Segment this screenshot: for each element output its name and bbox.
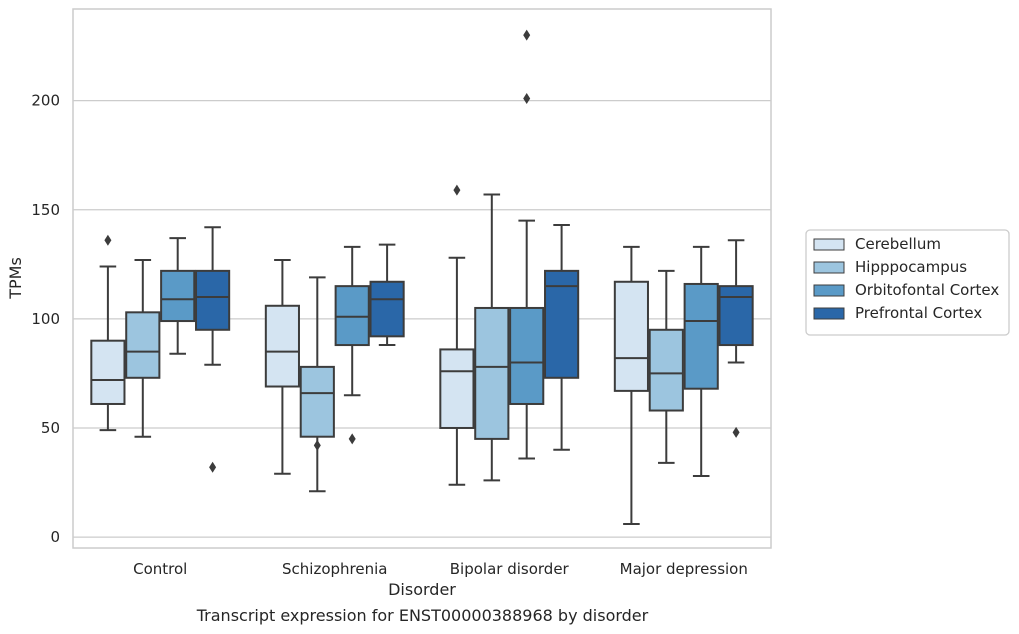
box-iqr [195,269,231,331]
y-axis-label: TPMs [6,257,25,300]
box-iqr [299,365,335,438]
box-plot [648,269,684,464]
outlier-point [209,461,217,473]
box-plot [613,245,649,525]
box-plot [683,245,719,477]
box-plot [718,239,754,438]
box-plot [509,29,545,460]
box-iqr [439,348,475,429]
legend-swatch [813,261,845,274]
box-plot [160,237,196,355]
outlier-point [313,439,321,451]
x-tick-label: Schizophrenia [282,560,387,578]
legend-swatch [813,307,845,320]
y-tick-label: 150 [31,201,60,219]
box-plot [544,224,580,451]
outlier-point [453,184,461,196]
legend-entry: Hipppocampus [855,258,967,276]
box-plot [195,226,231,473]
legend: Cerebellum Hipppocampus Orbitofontal Corte… [805,229,1010,336]
box-iqr [509,306,545,405]
y-tick-label: 0 [50,528,60,546]
box-iqr [90,339,126,405]
box-iqr [369,280,405,338]
box-iqr [474,306,510,440]
box-iqr [683,282,719,390]
box-plot-area [90,29,754,525]
box-iqr [125,311,161,379]
box-iqr [544,269,580,379]
box-iqr [648,328,684,412]
legend-entry: Orbitofontal Cortex [855,281,999,299]
x-axis-ticks: Control Schizophrenia Bipolar disorder Majo… [133,560,748,578]
legend-swatch [813,238,845,251]
x-tick-label: Bipolar disorder [450,560,570,578]
box-iqr [334,285,370,347]
outlier-point [104,234,112,246]
box-iqr [160,269,196,323]
box-plot [125,258,161,438]
plot-frame [72,8,772,549]
y-tick-label: 100 [31,310,60,328]
x-tick-label: Major depression [620,560,748,578]
figure-caption: Transcript expression for ENST0000038896… [196,606,649,625]
outlier-point [732,426,740,438]
box-plot [90,234,126,432]
box-plot [334,245,370,445]
x-tick-label: Control [133,560,187,578]
legend-entry: Cerebellum [855,235,941,253]
legend-entry: Prefrontal Cortex [855,304,982,322]
y-axis-ticks: 0 50 100 150 200 [31,92,60,546]
outlier-point [523,29,531,41]
box-iqr [264,304,300,388]
x-axis-label: Disorder [388,580,456,599]
y-tick-label: 50 [41,419,60,437]
outlier-point [348,433,356,445]
box-iqr [613,280,649,392]
box-plot [369,243,405,347]
box-plot [264,258,300,475]
box-plot [439,184,475,486]
box-plot [474,193,510,482]
legend-swatch [813,284,845,297]
box-iqr [718,285,754,347]
y-tick-label: 200 [31,92,60,110]
legend-box [805,229,1010,336]
box-plot [299,276,335,493]
outlier-point [523,92,531,104]
